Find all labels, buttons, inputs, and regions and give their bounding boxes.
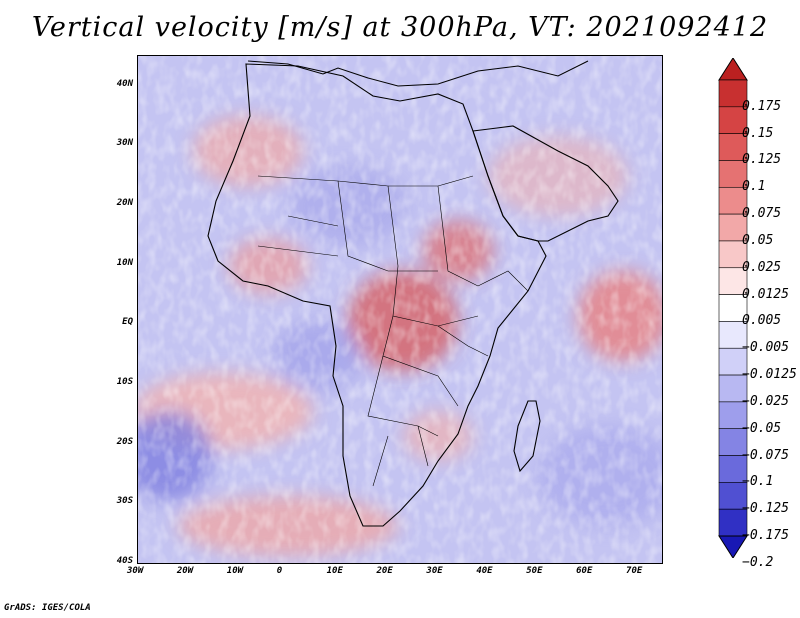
lat-label: 40N	[116, 78, 133, 89]
velocity-field-map	[138, 56, 662, 563]
coastline-arabia	[472, 125, 619, 242]
colorbar-level-label: 0.0125	[742, 286, 789, 302]
lon-label: 20W	[176, 566, 194, 576]
colorbar-level-label: −0.005	[742, 340, 789, 356]
lon-label: 70E	[626, 566, 643, 576]
lon-label: 60E	[576, 566, 593, 576]
colorbar-segment	[718, 186, 748, 215]
colorbar-level-label: −0.175	[742, 528, 789, 543]
lon-label: 10E	[326, 566, 343, 576]
colorbar-segment	[718, 133, 748, 161]
colorbar-level-label: 0.05	[742, 232, 774, 248]
colorbar-top-arrow	[718, 58, 748, 81]
colorbar-segment	[718, 106, 748, 134]
lon-label: 40E	[476, 566, 493, 576]
colorbar-bottom-arrow	[718, 535, 748, 558]
lat-label: 20N	[116, 198, 133, 209]
lat-label: 30N	[116, 138, 133, 149]
colorbar-level-label: −0.05	[742, 420, 782, 436]
lat-label: 10S	[116, 377, 133, 388]
lat-label: 30S	[116, 496, 133, 507]
colorbar-segment	[718, 213, 748, 242]
colorbar-level-label: −0.0125	[742, 367, 797, 383]
colorbar-segment	[718, 347, 748, 376]
colorbar-level-label: 0.075	[742, 206, 782, 222]
colorbar-segment	[718, 294, 748, 322]
field-texture	[138, 56, 662, 563]
colorbar-level-label: −0.075	[742, 447, 789, 463]
coastline-africa	[207, 63, 547, 527]
colorbar-level-label: −0.025	[742, 393, 789, 409]
map-panel	[137, 55, 663, 564]
colorbar-segment	[718, 428, 748, 456]
credit-label: GrADS: IGES/COLA	[4, 603, 91, 613]
lon-label: 30W	[127, 566, 144, 576]
colorbar-segment	[718, 455, 748, 483]
lat-label: EQ	[122, 317, 133, 328]
colorbar-segment	[718, 401, 748, 430]
colorbar-segment	[718, 240, 748, 269]
colorbar-level-label: −0.2	[742, 554, 774, 570]
colorbar-level-label: 0.005	[742, 313, 782, 329]
colorbar-level-label: 0.15	[742, 125, 774, 141]
colorbar-level-label: −0.125	[742, 501, 789, 517]
lon-label: 50E	[526, 566, 543, 576]
colorbar-level-label: −0.1	[742, 474, 774, 490]
lat-label: 40S	[116, 556, 133, 566]
colorbar-level-label: 0.175	[742, 98, 782, 114]
lat-label: 10N	[116, 257, 133, 268]
lon-label: 30E	[426, 566, 443, 576]
colorbar-level-label: 0.025	[742, 259, 782, 275]
lon-label: 10W	[226, 566, 244, 576]
colorbar-segment	[718, 267, 748, 295]
lon-label: 0	[276, 566, 283, 576]
colorbar-segment	[718, 374, 748, 403]
colorbar-segment	[718, 508, 748, 537]
colorbar-level-label: 0.1	[742, 179, 766, 195]
country-borders	[257, 175, 529, 487]
coastline-madagascar	[513, 400, 541, 473]
colorbar	[718, 58, 748, 558]
lon-label: 20E	[376, 566, 393, 576]
lat-label: 20S	[116, 436, 133, 447]
chart-title: Vertical velocity [m/s] at 300hPa, VT: 2…	[31, 12, 769, 43]
coastline-europe	[247, 60, 589, 87]
colorbar-level-label: 0.125	[742, 152, 782, 168]
